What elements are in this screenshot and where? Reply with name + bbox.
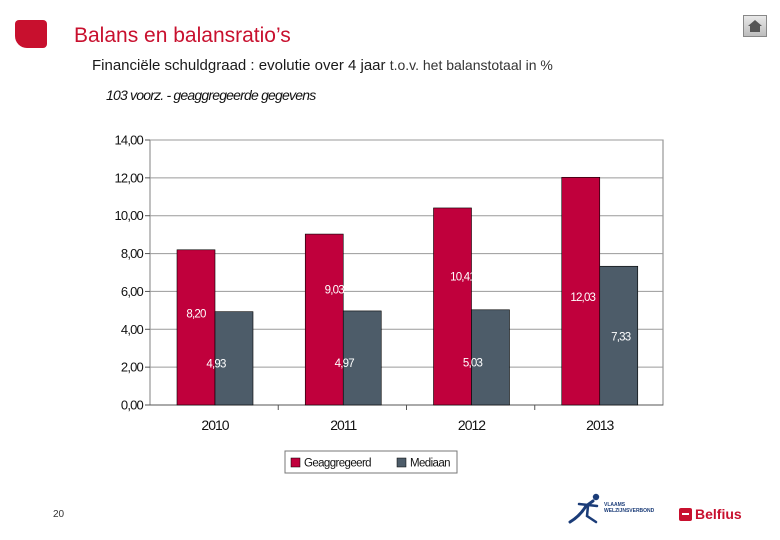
home-icon [748,20,762,32]
legend-swatch-geaggregeerd [290,457,301,468]
y-tick-label: 8,00 [121,246,144,261]
data-label-geaggregeerd-2011: 9,03 [325,285,345,297]
chart-legend: Geaggregeerd Mediaan [284,450,458,474]
data-label-geaggregeerd-2012: 10,41 [450,271,475,283]
subtitle-main: Financiële schuldgraad : evolutie over 4… [92,57,386,74]
legend-label-geaggregeerd: Geaggregeerd [304,458,371,470]
legend-label-mediaan: Mediaan [410,458,450,470]
data-label-geaggregeerd-2010: 8,20 [186,308,206,320]
y-tick-label: 10,00 [114,208,143,223]
bar-geaggregeerd-2010 [176,249,216,406]
bar-mediaan-2012 [471,309,510,406]
label-layer: 2010 2011 2012 2013 8,20 9,03 10,41 12,03 4,93 4,… [186,271,631,433]
belfius-logo: Belfius [679,506,742,522]
x-tick-label: 2012 [458,417,486,433]
y-tick-label: 4,00 [121,322,144,337]
bar-geaggregeerd-2011 [304,233,344,406]
partner-logo: VLAAMS WELZIJNSVERBOND [566,492,671,526]
y-tick-label: 6,00 [121,284,144,299]
legend-swatch-mediaan [396,457,407,468]
bar-layer [176,176,639,406]
bar-geaggregeerd-2013 [561,176,601,406]
bar-geaggregeerd-2012 [433,207,472,406]
page-number: 20 [53,509,65,520]
data-label-mediaan-2010: 4,93 [206,358,226,370]
partner-logo-text: VLAAMS WELZIJNSVERBOND [604,502,655,514]
x-tick-label: 2013 [586,417,614,433]
brand-square-logo [15,20,47,48]
y-tick-label: 12,00 [114,170,143,185]
x-tick-label: 2011 [330,417,357,433]
page-title: Balans en balansratio’s [74,24,291,47]
x-tick-label: 2010 [201,417,229,433]
y-tick-label: 2,00 [121,360,144,375]
chart-note: 103 voorz. - geaggregeerde gegevens [106,87,316,103]
data-label-mediaan-2013: 7,33 [611,332,631,344]
data-label-geaggregeerd-2013: 12,03 [570,292,595,304]
y-tick-label: 14,00 [114,133,143,148]
belfius-brand-name: Belfius [695,506,742,522]
bar-mediaan-2013 [599,265,639,406]
bar-mediaan-2010 [214,311,254,406]
legend-box [284,450,458,474]
y-tick-label: 0,00 [121,398,144,413]
subtitle-unit: t.o.v. het balanstotaal in % [389,57,553,73]
vlaams-welzijnsverbond-logo [568,493,600,524]
data-label-mediaan-2011: 4,97 [335,358,355,370]
belfius-icon [679,507,692,521]
page-subtitle: Financiële schuldgraad : evolutie over 4… [92,57,553,74]
data-label-mediaan-2012: 5,03 [463,357,483,369]
home-button[interactable] [743,15,767,37]
bar-mediaan-2011 [342,310,382,406]
